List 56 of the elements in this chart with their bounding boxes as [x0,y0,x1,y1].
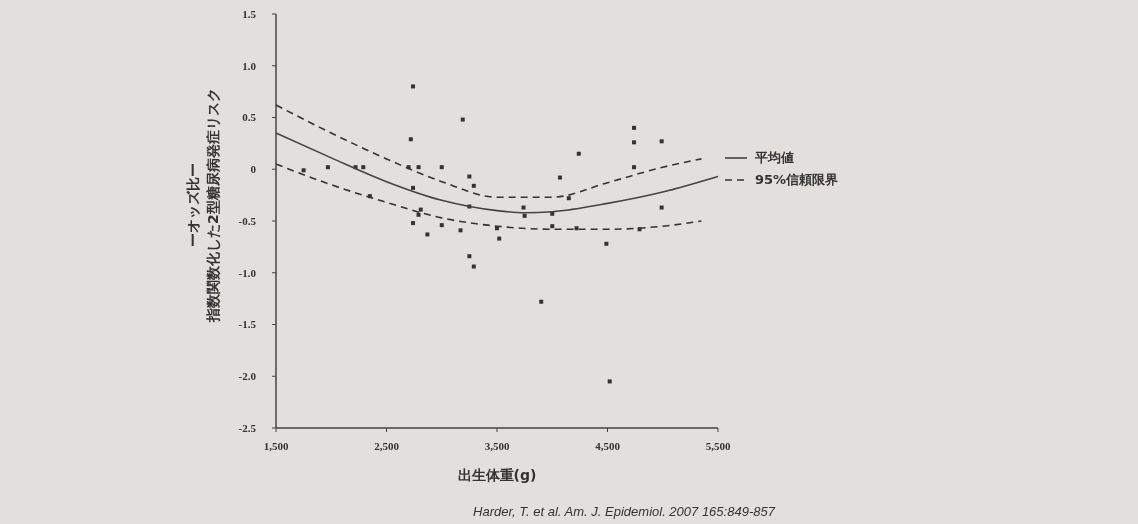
point [539,299,544,304]
y-tick-label: -1.0 [238,266,257,279]
point [408,137,413,142]
point [471,183,476,188]
point [325,165,330,170]
point [361,165,366,170]
x-axis-title: 出生体重(g) [457,467,537,483]
y-axis-title: 指数関数化した2型糖尿病発症リスクーオッズ比ー [185,88,221,323]
y-tick-label: 0 [250,163,257,176]
y-tick-label: -1.5 [238,318,257,331]
point [604,241,609,246]
point [574,226,579,231]
point [471,264,476,269]
point [425,232,430,237]
legend-label: 95%信頼限界 [755,172,839,187]
point [550,224,555,229]
y-tick-label: -2.0 [238,370,257,383]
point [566,196,571,201]
y-tick-label: -0.5 [238,214,257,227]
point [416,212,421,217]
text: Harder, T. et al. Am. J. Epidemiol. 2007 165:849-857 [473,504,776,519]
point [557,175,562,180]
y-tick-label: -2.5 [238,421,257,434]
x-tick-label: 2,500 [374,440,400,452]
legend-label: 平均値 [754,150,794,165]
line-series [275,104,703,198]
y-tick-label: 1.0 [242,59,257,72]
point [301,168,306,173]
point [439,165,444,170]
point [416,165,421,170]
point [632,165,637,170]
point [467,254,472,259]
x-tick-label: 3,500 [484,440,510,452]
point [632,140,637,145]
y-tick-label: 0.5 [242,111,257,124]
point [460,117,465,122]
point [458,228,463,233]
point [411,221,416,226]
point [607,379,612,384]
point [521,205,526,210]
x-tick-label: 5,500 [705,440,731,452]
y-tick-label: 1.5 [242,7,257,20]
point [411,84,416,89]
x-tick-label: 4,500 [595,440,621,452]
point [576,151,581,156]
point [632,125,637,130]
point [659,139,664,144]
point [411,185,416,190]
point [522,213,527,218]
point [497,236,502,241]
point [439,223,444,228]
x-tick-label: 1,500 [263,440,289,452]
point [467,174,472,179]
point [659,205,664,210]
point [418,207,423,212]
line-series [275,163,703,231]
